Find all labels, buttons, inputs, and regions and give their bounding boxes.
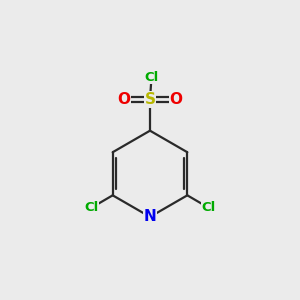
- Text: Cl: Cl: [202, 201, 216, 214]
- Text: O: O: [170, 92, 183, 107]
- Text: O: O: [117, 92, 130, 107]
- Text: S: S: [145, 92, 155, 107]
- Text: Cl: Cl: [84, 201, 98, 214]
- Text: Cl: Cl: [144, 71, 159, 84]
- Text: N: N: [144, 209, 156, 224]
